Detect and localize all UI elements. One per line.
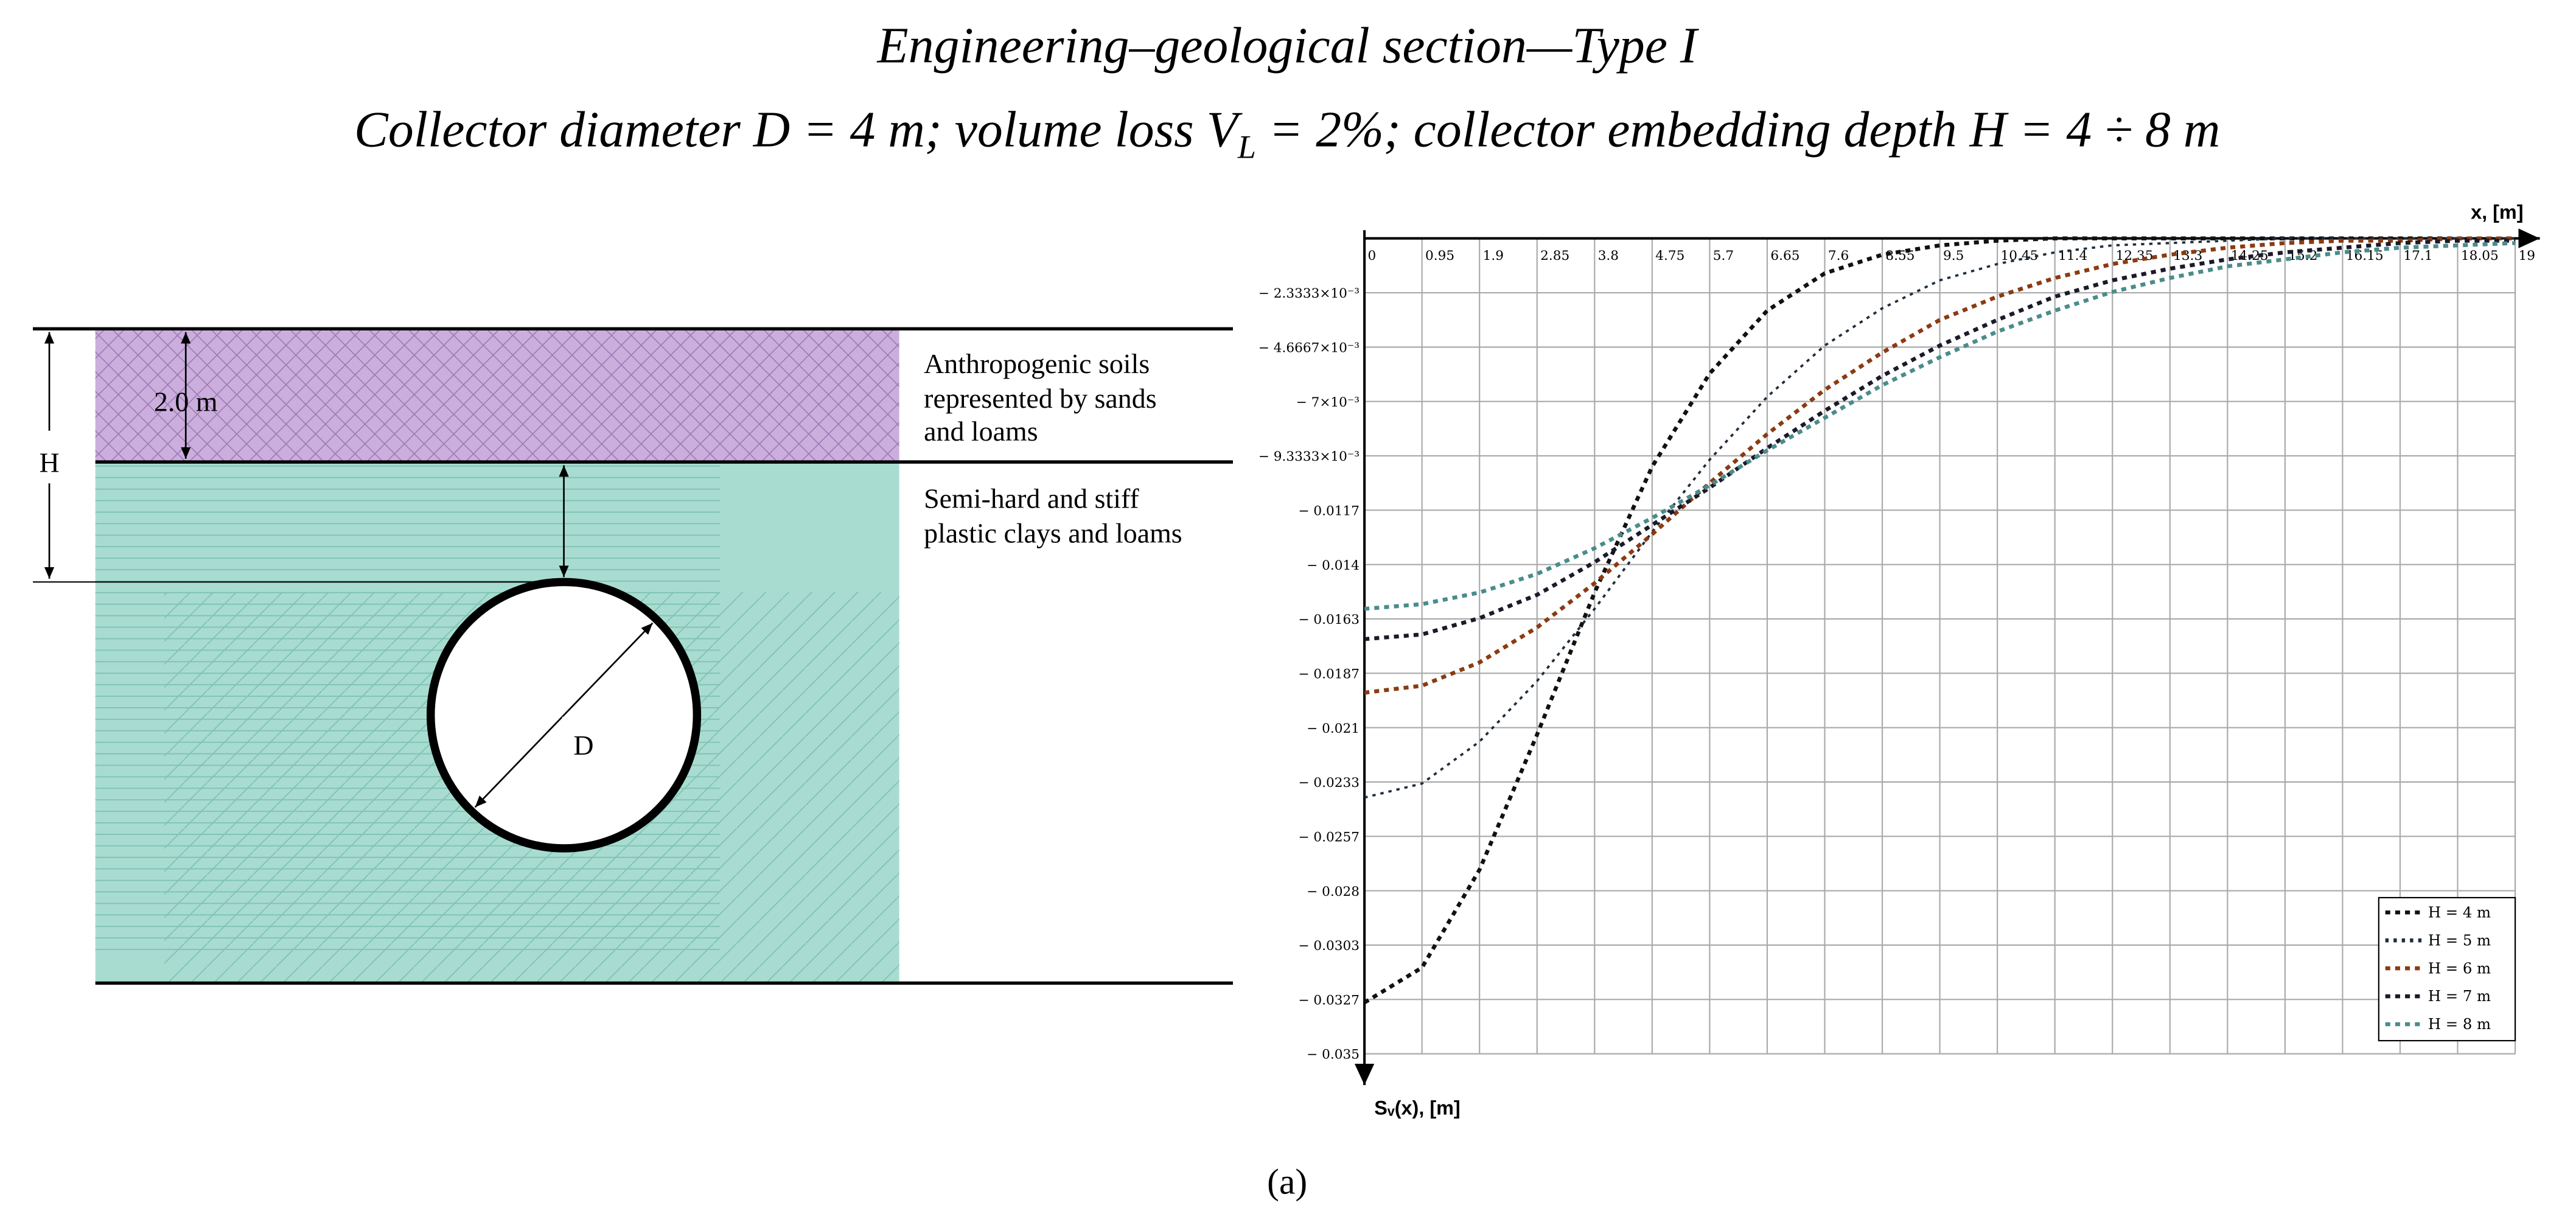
- x-tick-label: 0.95: [1425, 248, 1454, 264]
- diameter-label: D: [573, 730, 593, 761]
- depth-label: H: [39, 447, 59, 478]
- x-tick-label: 10.45: [2001, 248, 2039, 264]
- thickness-label: 2.0 m: [154, 386, 218, 417]
- x-axis-label: x, [m]: [2471, 201, 2523, 223]
- series-line: [1364, 237, 2516, 799]
- x-tick-label: 1.9: [1483, 248, 1504, 264]
- layer-description: Semi-hard and stiff: [924, 483, 1139, 514]
- y-tick-label: − 0.035: [1307, 1047, 1360, 1063]
- x-tick-label: 13.3: [2173, 248, 2202, 264]
- figure-subtitle: Collector diameter D = 4 m; volume loss …: [354, 101, 2220, 165]
- legend-label: H = 7 m: [2428, 987, 2491, 1005]
- y-tick-label: − 4.6667×10⁻³: [1258, 340, 1360, 355]
- legend-box: [2378, 896, 2516, 1042]
- x-tick-label: 6.65: [1770, 248, 1799, 264]
- x-tick-label: 5.7: [1713, 248, 1734, 264]
- figure-title: Engineering–geological section—Type I: [877, 18, 1700, 74]
- settlement-chart: x, [m] Sᵥ(x), [m] 0 0.95 1.9 2.85 3.8 4.75 5.7…: [1258, 201, 2540, 1119]
- y-tick-label: − 2.3333×10⁻³: [1258, 286, 1360, 301]
- x-tick-label: 11.4: [2058, 248, 2087, 264]
- y-tick-label: − 0.014: [1307, 558, 1360, 573]
- label-bg: [23, 430, 76, 484]
- x-tick-label: 0: [1368, 248, 1377, 264]
- subtitle-subscript: L: [1237, 128, 1256, 165]
- layer-description: Anthropogenic soils: [924, 348, 1150, 379]
- y-tick-label: − 9.3333×10⁻³: [1258, 449, 1360, 464]
- y-tick-label: − 0.0163: [1298, 612, 1360, 627]
- y-tick-label: − 0.021: [1307, 721, 1360, 736]
- layer-description: plastic clays and loams: [924, 517, 1182, 548]
- x-tick-label: 17.1: [2403, 248, 2432, 264]
- x-tick-label: 9.5: [1943, 248, 1964, 264]
- series-line: [1364, 236, 2516, 695]
- diameter-dimension: [474, 622, 654, 808]
- legend-label: H = 5 m: [2428, 931, 2491, 949]
- y-tick-label: − 0.0327: [1298, 993, 1360, 1008]
- y-tick-label: − 7×10⁻³: [1296, 395, 1360, 410]
- subtitle-part: = 2%; collector embedding depth H = 4 ÷ …: [1256, 101, 2220, 158]
- x-tick-label: 7.6: [1828, 248, 1849, 264]
- y-tick-label: − 0.0257: [1298, 829, 1360, 845]
- caption: (a): [1267, 1161, 1307, 1201]
- x-tick-label: 4.75: [1655, 248, 1684, 264]
- x-tick-label: 3.8: [1598, 248, 1619, 264]
- section-diagram: H 2.0 m D Anthropogenic soils represente…: [23, 327, 1234, 985]
- y-tick-label: − 0.028: [1307, 884, 1360, 899]
- legend-label: H = 6 m: [2428, 959, 2491, 977]
- y-axis-label: Sᵥ(x), [m]: [1374, 1097, 1460, 1119]
- series-line: [1364, 239, 2516, 641]
- subtitle-part: Collector diameter D = 4 m; volume loss …: [354, 101, 1243, 158]
- x-tick-label: 19: [2518, 248, 2535, 264]
- x-tick-label: 2.85: [1540, 248, 1569, 264]
- series-line: [1364, 241, 2516, 611]
- x-tick-label: 15.2: [2288, 248, 2317, 264]
- y-tick-label: − 0.0233: [1298, 775, 1360, 791]
- y-tick-label: − 0.0303: [1298, 938, 1360, 954]
- y-tick-label: − 0.0187: [1298, 666, 1360, 682]
- x-tick-label: 18.05: [2461, 248, 2499, 264]
- legend-label: H = 8 m: [2428, 1015, 2491, 1033]
- y-tick-label: − 0.0117: [1298, 503, 1360, 518]
- layer-hatch: [95, 329, 899, 463]
- layer-description: represented by sands: [924, 383, 1156, 414]
- legend-label: H = 4 m: [2428, 903, 2491, 921]
- label-bg: [562, 716, 602, 760]
- layer-description: and loams: [924, 416, 1038, 447]
